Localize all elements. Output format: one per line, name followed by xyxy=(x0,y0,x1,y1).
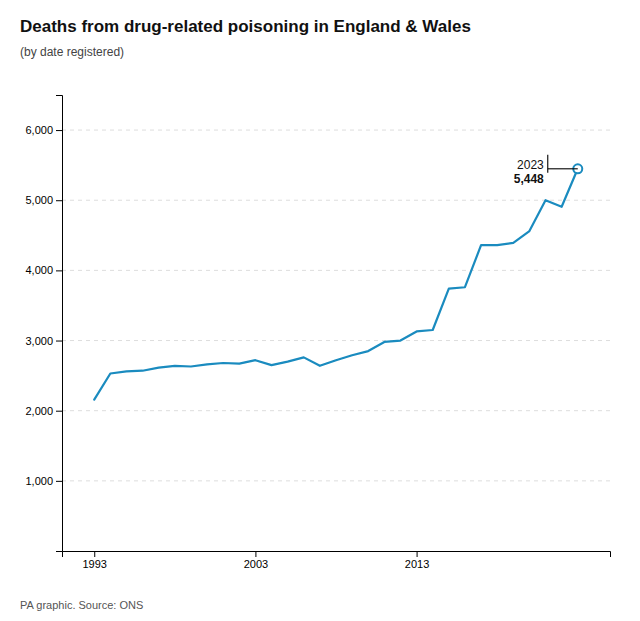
y-tick-mark xyxy=(56,270,62,271)
y-tick: 6,000 xyxy=(25,124,62,136)
y-tick-mark xyxy=(56,200,62,201)
y-tick-mark xyxy=(56,130,62,131)
x-tick: 1993 xyxy=(82,551,106,570)
y-tick-mark xyxy=(56,481,62,482)
x-tick-label: 2013 xyxy=(405,558,429,570)
plot: 1,000 2,000 3,000 4,000 5,000 6,000 1993 2003 20… xyxy=(25,96,610,570)
annotation-leader xyxy=(548,168,578,169)
x-tick-mark xyxy=(417,551,418,557)
line xyxy=(94,169,578,400)
chart: Deaths from drug-related poisoning in En… xyxy=(0,0,640,621)
annotation-text: 2023 xyxy=(517,158,544,172)
grid-line xyxy=(62,200,610,201)
y-tick: 1,000 xyxy=(25,475,62,487)
y-tick-mark xyxy=(56,411,62,412)
y-tick-mark xyxy=(56,341,62,342)
y-tick: 4,000 xyxy=(25,264,62,276)
y-tick-label: 6,000 xyxy=(25,124,53,136)
y-tick-label: 1,000 xyxy=(25,475,53,487)
annotation-bar xyxy=(547,155,548,173)
grid xyxy=(62,130,610,481)
x-axis: 1993 2003 2013 xyxy=(63,551,611,570)
y-tick: 2,000 xyxy=(25,405,62,417)
annotation: 20235,448 xyxy=(514,155,578,186)
y-axis: 1,000 2,000 3,000 4,000 5,000 6,000 xyxy=(25,96,62,552)
x-tick-mark xyxy=(255,551,256,557)
annotation-text: 5,448 xyxy=(514,172,544,186)
grid-line xyxy=(62,340,610,341)
grid-line xyxy=(62,130,610,131)
y-tick-label: 5,000 xyxy=(25,194,53,206)
y-axis-line xyxy=(56,96,63,552)
subtitle: (by date registered) xyxy=(20,45,124,59)
x-tick-label: 1993 xyxy=(82,558,106,570)
y-tick: 5,000 xyxy=(25,194,62,206)
x-axis-line xyxy=(63,552,611,558)
title: Deaths from drug-related poisoning in En… xyxy=(20,17,471,36)
x-tick-label: 2003 xyxy=(244,558,268,570)
y-tick: 3,000 xyxy=(25,335,62,347)
source: PA graphic. Source: ONS xyxy=(20,599,143,611)
x-tick-mark xyxy=(94,551,95,557)
grid-line xyxy=(62,410,610,411)
grid-line xyxy=(62,270,610,271)
y-tick-label: 2,000 xyxy=(25,405,53,417)
x-tick: 2003 xyxy=(244,551,268,570)
x-tick: 2013 xyxy=(405,551,429,570)
marks xyxy=(94,164,582,399)
y-tick-label: 3,000 xyxy=(25,335,53,347)
y-tick-label: 4,000 xyxy=(25,264,53,276)
grid-line xyxy=(62,480,610,481)
